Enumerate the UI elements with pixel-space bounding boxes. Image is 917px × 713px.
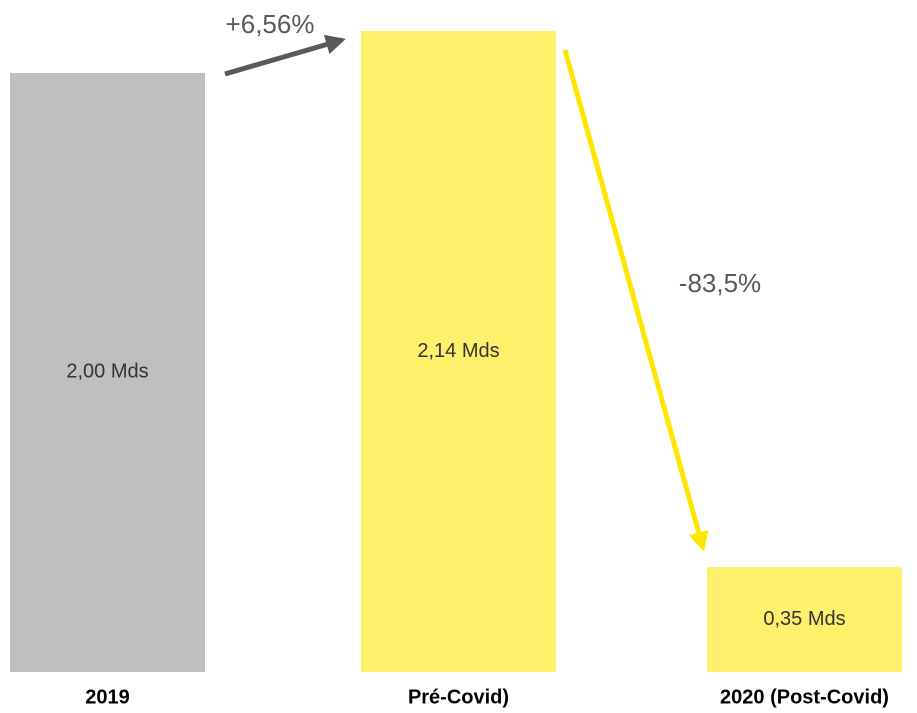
arrow [224,34,346,77]
bar [361,31,556,672]
annotation: +6,56% [226,9,315,39]
x-tick-label: Pré-Covid) [408,686,509,708]
annotation: -83,5% [679,268,761,298]
x-tick-label: 2019 [85,686,130,708]
value-label: 2,00 Mds [66,361,148,383]
value-label: 2,14 Mds [417,340,499,362]
value-label: 0,35 Mds [763,608,845,630]
bar [10,72,205,673]
arrow [562,49,709,552]
x-tick-label: 2020 (Post-Covid) [720,686,889,708]
bar [707,567,902,672]
